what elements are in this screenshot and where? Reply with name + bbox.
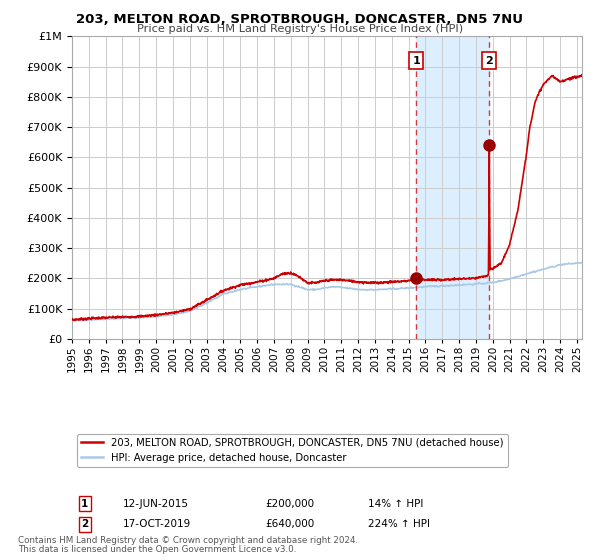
Text: 14% ↑ HPI: 14% ↑ HPI bbox=[368, 498, 423, 508]
Text: 203, MELTON ROAD, SPROTBROUGH, DONCASTER, DN5 7NU: 203, MELTON ROAD, SPROTBROUGH, DONCASTER… bbox=[77, 13, 523, 26]
Text: This data is licensed under the Open Government Licence v3.0.: This data is licensed under the Open Gov… bbox=[18, 545, 296, 554]
Text: £640,000: £640,000 bbox=[266, 519, 315, 529]
Text: £200,000: £200,000 bbox=[266, 498, 315, 508]
Legend: 203, MELTON ROAD, SPROTBROUGH, DONCASTER, DN5 7NU (detached house), HPI: Average: 203, MELTON ROAD, SPROTBROUGH, DONCASTER… bbox=[77, 434, 508, 467]
Text: Contains HM Land Registry data © Crown copyright and database right 2024.: Contains HM Land Registry data © Crown c… bbox=[18, 536, 358, 545]
Text: 1: 1 bbox=[412, 55, 420, 66]
Text: 2: 2 bbox=[81, 519, 88, 529]
Text: Price paid vs. HM Land Registry's House Price Index (HPI): Price paid vs. HM Land Registry's House … bbox=[137, 24, 463, 34]
Bar bbox=[416, 36, 489, 339]
Text: 224% ↑ HPI: 224% ↑ HPI bbox=[368, 519, 430, 529]
Text: 1: 1 bbox=[81, 498, 88, 508]
Text: 2: 2 bbox=[485, 55, 493, 66]
Text: 17-OCT-2019: 17-OCT-2019 bbox=[123, 519, 191, 529]
Text: 12-JUN-2015: 12-JUN-2015 bbox=[123, 498, 189, 508]
